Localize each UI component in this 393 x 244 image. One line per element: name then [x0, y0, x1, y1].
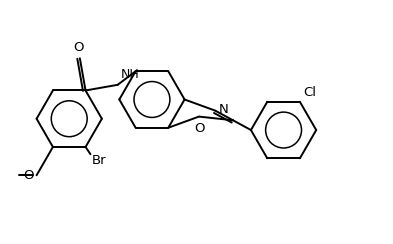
Text: Br: Br — [92, 154, 106, 167]
Text: O: O — [73, 41, 83, 54]
Text: NH: NH — [120, 68, 139, 81]
Text: O: O — [24, 169, 34, 182]
Text: N: N — [219, 102, 229, 115]
Text: O: O — [194, 122, 205, 135]
Text: Cl: Cl — [303, 86, 316, 99]
